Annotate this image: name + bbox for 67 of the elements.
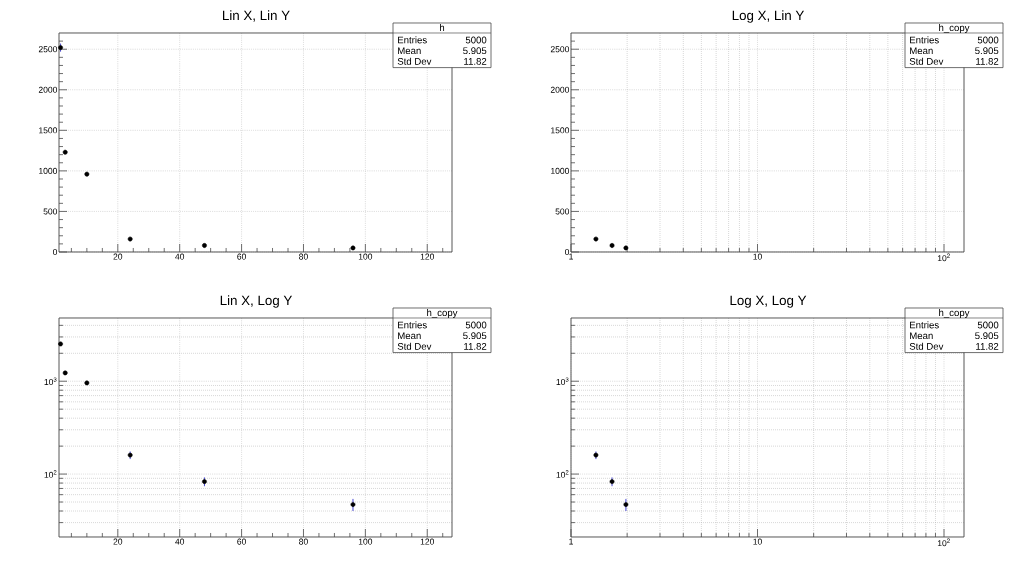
y-tick-label: 0: [564, 248, 570, 256]
text: 11.82: [976, 58, 999, 65]
x-tick-label: 100: [358, 253, 373, 260]
annotation: Entries: [398, 321, 427, 329]
chart-title: Log X, Log Y: [730, 295, 807, 308]
annotation: Mean: [398, 332, 421, 340]
x-tick-label: 40: [175, 538, 185, 545]
x-tick-label: 60: [237, 538, 246, 545]
point: [350, 502, 356, 507]
text: 5.905: [463, 47, 487, 55]
annotation: Std Dev: [909, 342, 944, 350]
annotation: Entries: [910, 36, 939, 44]
annotation: Std Dev: [909, 57, 944, 65]
y-tick-label: 0: [53, 248, 58, 256]
chart-title: Lin X, Lin Y: [223, 10, 290, 22]
text: h_copy: [939, 24, 970, 33]
text: 11.82: [464, 58, 487, 65]
text: 5000: [465, 36, 487, 44]
x-tick-label: 10$^{2}$: [937, 253, 950, 262]
text: 5.905: [975, 47, 999, 55]
text: 5000: [977, 321, 999, 329]
annotation: Mean: [398, 47, 421, 55]
text: h_copy: [427, 309, 458, 318]
text: 5000: [465, 321, 487, 329]
y-tick-label: 2500: [550, 46, 570, 53]
x-tick-label: 120: [420, 253, 435, 260]
x-tick-label: 40: [175, 253, 185, 260]
annotation: Entries: [910, 321, 939, 329]
x-tick-label: 120: [420, 538, 435, 545]
annotation: Std Dev: [397, 57, 432, 65]
x-tick-label: 10: [753, 538, 762, 545]
annotation: Mean: [910, 332, 933, 340]
text: 5000: [977, 36, 999, 44]
annotation: Entries: [398, 36, 427, 44]
x-tick-label: 80: [299, 253, 308, 260]
x-tick-label: 60: [237, 253, 246, 260]
y-tick-label: 1500: [39, 127, 58, 134]
text: h_copy: [939, 309, 970, 318]
y-tick-label: 10$^{2}$: [556, 470, 569, 478]
chart-title: Log X, Lin Y: [732, 10, 805, 23]
x-tick-label: 100: [358, 538, 373, 545]
y-tick-label: 1500: [551, 127, 570, 134]
text: h: [440, 24, 445, 31]
y-tick-label: 500: [43, 208, 58, 215]
text: 11.82: [976, 343, 999, 350]
x-tick-label: 10: [753, 253, 762, 260]
x-tick-label: 1: [569, 538, 573, 545]
chart-title: Lin X, Log Y: [220, 295, 293, 308]
x-tick-label: 20: [113, 253, 123, 260]
annotation: Mean: [910, 47, 933, 55]
text: 11.82: [464, 343, 487, 350]
y-tick-label: 10$^{3}$: [44, 377, 57, 386]
y-tick-label: 1000: [39, 167, 58, 174]
text: 5.905: [463, 332, 487, 340]
x-tick-label: 1: [569, 253, 573, 260]
y-tick-label: 2000: [38, 86, 58, 93]
annotation: Std Dev: [397, 342, 432, 350]
y-tick-label: 1000: [551, 167, 570, 174]
x-tick-label: 80: [299, 538, 308, 545]
text: 5.905: [975, 332, 999, 340]
y-tick-label: 500: [555, 208, 570, 215]
x-tick-label: 20: [113, 538, 123, 545]
y-tick-label: 2500: [38, 46, 58, 53]
y-tick-label: 2000: [550, 86, 570, 93]
y-tick-label: 10$^{2}$: [44, 470, 57, 478]
y-tick-label: 10$^{3}$: [556, 377, 569, 386]
x-tick-label: 10$^{2}$: [937, 538, 950, 547]
